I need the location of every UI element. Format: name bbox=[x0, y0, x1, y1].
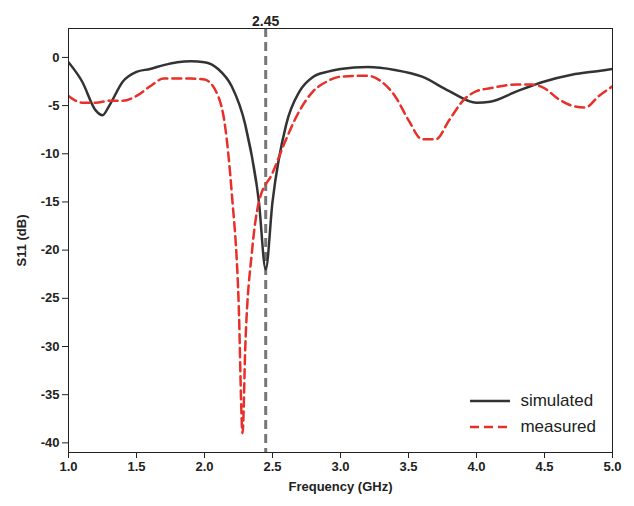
svg-text:1.0: 1.0 bbox=[59, 459, 77, 474]
html-text:measured: measured bbox=[520, 417, 596, 436]
svg-text:3.5: 3.5 bbox=[399, 459, 417, 474]
svg-text:3.0: 3.0 bbox=[331, 459, 349, 474]
svg-text:Frequency (GHz): Frequency (GHz) bbox=[288, 479, 392, 494]
svg-text:2.5: 2.5 bbox=[263, 459, 281, 474]
svg-text:0: 0 bbox=[52, 50, 59, 65]
svg-text:5.0: 5.0 bbox=[603, 459, 621, 474]
svg-text:-30: -30 bbox=[41, 339, 60, 354]
svg-text:4.5: 4.5 bbox=[535, 459, 553, 474]
svg-text:-20: -20 bbox=[41, 242, 60, 257]
svg-text:-35: -35 bbox=[41, 387, 60, 402]
svg-text:2.45: 2.45 bbox=[252, 13, 279, 29]
svg-text:-10: -10 bbox=[41, 146, 60, 161]
svg-text:-15: -15 bbox=[41, 194, 60, 209]
svg-text:S11 (dB): S11 (dB) bbox=[14, 214, 29, 266]
svg-text:1.5: 1.5 bbox=[127, 459, 145, 474]
svg-text:-25: -25 bbox=[41, 290, 60, 305]
svg-text:-5: -5 bbox=[48, 98, 60, 113]
svg-text:2.0: 2.0 bbox=[195, 459, 213, 474]
html-text:simulated: simulated bbox=[520, 391, 594, 410]
svg-text:-40: -40 bbox=[41, 435, 60, 450]
svg-text:4.0: 4.0 bbox=[467, 459, 485, 474]
